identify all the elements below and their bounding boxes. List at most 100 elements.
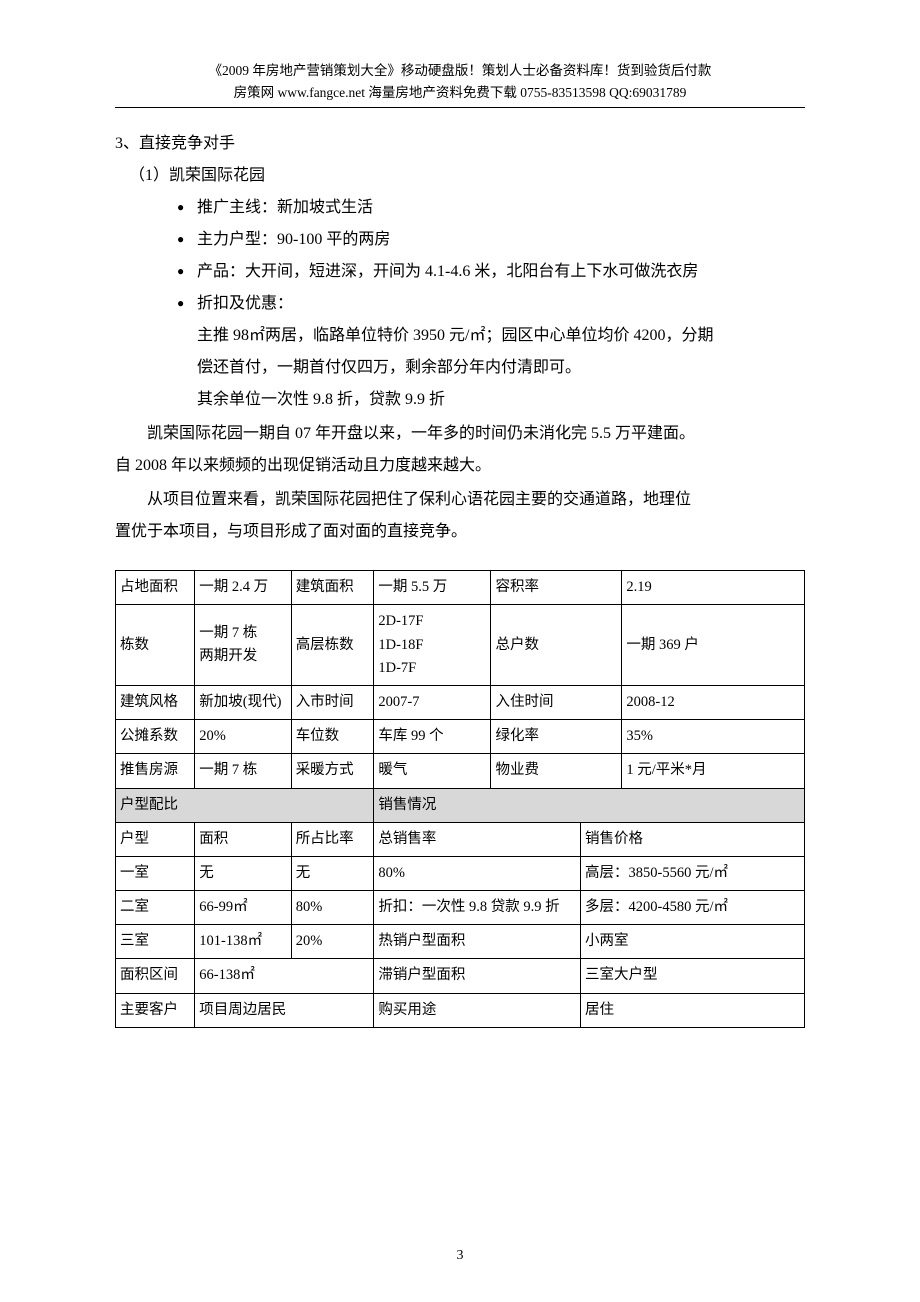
cell: 一期 2.4 万	[195, 571, 291, 605]
cell: 66-99㎡	[195, 891, 291, 925]
bullet-text: 产品：大开间，短进深，开间为 4.1-4.6 米，北阳台有上下水可做洗衣房	[197, 263, 698, 280]
cell: 车库 99 个	[374, 720, 491, 754]
cell: 三室大户型	[581, 959, 805, 993]
cell: 暖气	[374, 754, 491, 788]
cell: 一室	[116, 856, 195, 890]
table-row: 栋数 一期 7 栋 两期开发 高层栋数 2D-17F 1D-18F 1D-7F …	[116, 605, 805, 686]
cell: 建筑面积	[291, 571, 374, 605]
list-item: 产品：大开间，短进深，开间为 4.1-4.6 米，北阳台有上下水可做洗衣房	[177, 256, 805, 288]
cell: 1 元/平米*月	[622, 754, 805, 788]
cell: 高层：3850-5560 元/㎡	[581, 856, 805, 890]
section-heading: 3、直接竞争对手	[115, 128, 805, 160]
sub-text: 其余单位一次性 9.8 折，贷款 9.9 折	[197, 384, 805, 416]
cell: 建筑风格	[116, 685, 195, 719]
cell: 一期 5.5 万	[374, 571, 491, 605]
cell: 容积率	[491, 571, 622, 605]
cell: 户型	[116, 822, 195, 856]
cell: 推售房源	[116, 754, 195, 788]
cell: 2007-7	[374, 685, 491, 719]
table-row: 二室 66-99㎡ 80% 折扣：一次性 9.8 贷款 9.9 折 多层：420…	[116, 891, 805, 925]
cell: 入住时间	[491, 685, 622, 719]
subsection-heading: （1）凯荣国际花园	[129, 160, 805, 192]
cell: 公摊系数	[116, 720, 195, 754]
cell: 20%	[195, 720, 291, 754]
cell: 一期 7 栋 两期开发	[195, 605, 291, 686]
table-row: 主要客户 项目周边居民 购买用途 居住	[116, 993, 805, 1027]
cell: 入市时间	[291, 685, 374, 719]
bullet-list: 推广主线：新加坡式生活 主力户型：90-100 平的两房 产品：大开间，短进深，…	[177, 192, 805, 320]
bullet-text: 主力户型：90-100 平的两房	[197, 231, 390, 248]
cell-line: 2D-17F	[378, 613, 423, 629]
cell: 一期 369 户	[622, 605, 805, 686]
table-row: 建筑风格 新加坡(现代) 入市时间 2007-7 入住时间 2008-12	[116, 685, 805, 719]
sub-text: 主推 98㎡两居，临路单位特价 3950 元/㎡；园区中心单位均价 4200，分…	[197, 320, 805, 352]
list-item: 折扣及优惠：	[177, 288, 805, 320]
cell: 20%	[291, 925, 374, 959]
cell: 无	[195, 856, 291, 890]
cell: 新加坡(现代)	[195, 685, 291, 719]
cell: 总销售率	[374, 822, 581, 856]
table-row: 户型 面积 所占比率 总销售率 销售价格	[116, 822, 805, 856]
cell: 总户数	[491, 605, 622, 686]
table-row: 一室 无 无 80% 高层：3850-5560 元/㎡	[116, 856, 805, 890]
cell: 80%	[374, 856, 581, 890]
cell: 面积区间	[116, 959, 195, 993]
header-line-2: 房策网 www.fangce.net 海量房地产资料免费下载 0755-8351…	[234, 85, 687, 100]
cell: 二室	[116, 891, 195, 925]
cell: 三室	[116, 925, 195, 959]
table-row: 公摊系数 20% 车位数 车库 99 个 绿化率 35%	[116, 720, 805, 754]
paragraph: 凯荣国际花园一期自 07 年开盘以来，一年多的时间仍未消化完 5.5 万平建面。	[115, 418, 805, 450]
header-rule	[115, 107, 805, 108]
cell: 居住	[581, 993, 805, 1027]
page-number: 3	[0, 1248, 920, 1264]
paragraph: 从项目位置来看，凯荣国际花园把住了保利心语花园主要的交通道路，地理位	[115, 484, 805, 516]
bullet-text: 折扣及优惠：	[197, 295, 293, 312]
cell: 所占比率	[291, 822, 374, 856]
bullet-text: 推广主线：新加坡式生活	[197, 199, 373, 216]
cell: 销售情况	[374, 788, 805, 822]
table-row: 三室 101-138㎡ 20% 热销户型面积 小两室	[116, 925, 805, 959]
cell-line: 两期开发	[199, 648, 257, 664]
cell: 一期 7 栋	[195, 754, 291, 788]
cell: 35%	[622, 720, 805, 754]
table-row: 占地面积 一期 2.4 万 建筑面积 一期 5.5 万 容积率 2.19	[116, 571, 805, 605]
cell: 66-138㎡	[195, 959, 374, 993]
cell: 主要客户	[116, 993, 195, 1027]
list-item: 主力户型：90-100 平的两房	[177, 224, 805, 256]
cell: 绿化率	[491, 720, 622, 754]
cell: 销售价格	[581, 822, 805, 856]
cell: 栋数	[116, 605, 195, 686]
table-row: 推售房源 一期 7 栋 采暖方式 暖气 物业费 1 元/平米*月	[116, 754, 805, 788]
sub-text: 偿还首付，一期首付仅四万，剩余部分年内付清即可。	[197, 352, 805, 384]
cell: 车位数	[291, 720, 374, 754]
cell: 热销户型面积	[374, 925, 581, 959]
cell-line: 1D-18F	[378, 637, 423, 653]
doc-header: 《2009 年房地产营销策划大全》移动硬盘版！策划人士必备资料库！货到验货后付款…	[115, 60, 805, 103]
cell: 80%	[291, 891, 374, 925]
cell: 2.19	[622, 571, 805, 605]
cell: 101-138㎡	[195, 925, 291, 959]
paragraph-cont: 自 2008 年以来频频的出现促销活动且力度越来越大。	[115, 450, 805, 482]
data-table: 占地面积 一期 2.4 万 建筑面积 一期 5.5 万 容积率 2.19 栋数 …	[115, 570, 805, 1028]
cell: 购买用途	[374, 993, 581, 1027]
cell-line: 一期 7 栋	[199, 625, 257, 641]
cell: 2D-17F 1D-18F 1D-7F	[374, 605, 491, 686]
header-line-1: 《2009 年房地产营销策划大全》移动硬盘版！策划人士必备资料库！货到验货后付款	[209, 63, 712, 78]
cell: 户型配比	[116, 788, 374, 822]
table-row-header: 户型配比 销售情况	[116, 788, 805, 822]
cell: 物业费	[491, 754, 622, 788]
cell: 占地面积	[116, 571, 195, 605]
list-item: 推广主线：新加坡式生活	[177, 192, 805, 224]
cell: 小两室	[581, 925, 805, 959]
cell-line: 1D-7F	[378, 660, 416, 676]
cell: 滞销户型面积	[374, 959, 581, 993]
cell: 采暖方式	[291, 754, 374, 788]
cell: 无	[291, 856, 374, 890]
cell: 面积	[195, 822, 291, 856]
document-body: 3、直接竞争对手 （1）凯荣国际花园 推广主线：新加坡式生活 主力户型：90-1…	[115, 128, 805, 1028]
cell: 高层栋数	[291, 605, 374, 686]
cell: 项目周边居民	[195, 993, 374, 1027]
cell: 折扣：一次性 9.8 贷款 9.9 折	[374, 891, 581, 925]
paragraph-cont: 置优于本项目，与项目形成了面对面的直接竞争。	[115, 516, 805, 548]
cell: 多层：4200-4580 元/㎡	[581, 891, 805, 925]
